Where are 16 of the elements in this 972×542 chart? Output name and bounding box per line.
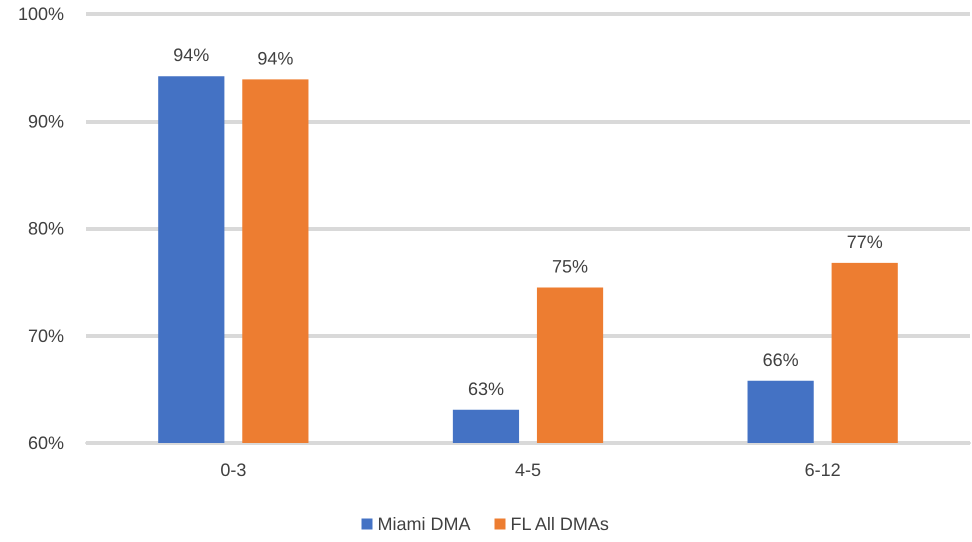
y-tick-label: 100% xyxy=(18,4,64,24)
data-label: 77% xyxy=(846,232,883,252)
x-tick-label: 4-5 xyxy=(514,460,542,480)
y-tick-label: 90% xyxy=(28,111,64,132)
x-tick-label: 0-3 xyxy=(220,460,246,480)
data-label: 94% xyxy=(257,48,294,68)
data-label: 94% xyxy=(173,45,210,66)
x-tick-label: 6-12 xyxy=(804,460,841,480)
data-label: 75% xyxy=(552,256,588,276)
y-tick-label: 60% xyxy=(28,433,64,453)
data-label: 66% xyxy=(762,350,799,370)
y-tick-label: 70% xyxy=(28,326,64,346)
data-label: 63% xyxy=(468,378,504,399)
legend-label: FL All DMAs xyxy=(510,514,609,534)
y-tick-label: 80% xyxy=(28,218,64,238)
legend-label: Miami DMA xyxy=(377,514,470,534)
